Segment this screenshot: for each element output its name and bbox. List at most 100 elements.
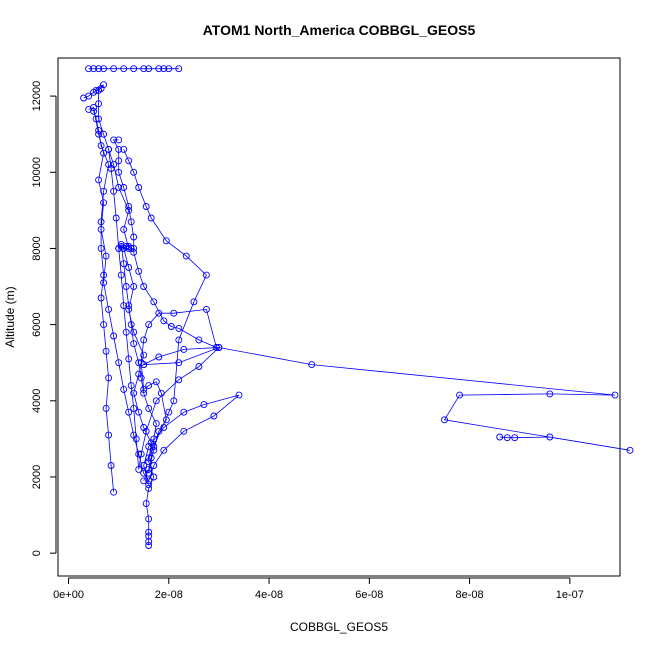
- data-point: [120, 385, 128, 393]
- data-point: [92, 115, 100, 123]
- data-point: [195, 336, 203, 344]
- data-point: [175, 359, 183, 367]
- series-line: [108, 149, 220, 470]
- data-point: [95, 176, 103, 184]
- data-point: [140, 462, 148, 469]
- series-0: [80, 81, 158, 549]
- data-point: [140, 351, 148, 359]
- data-point: [180, 345, 188, 353]
- data-point: [100, 81, 108, 89]
- data-point: [127, 321, 135, 329]
- data-point: [115, 145, 123, 153]
- series-line: [123, 149, 207, 459]
- data-point: [115, 244, 123, 252]
- data-point: [127, 382, 135, 390]
- data-point: [145, 321, 153, 329]
- x-tick-label: 1e-07: [556, 589, 584, 601]
- data-point: [125, 302, 133, 310]
- data-point: [140, 65, 148, 73]
- data-point: [202, 271, 210, 279]
- x-axis: 0e+00 2e-08 4e-08 6e-08 8e-08 1e-07: [53, 577, 584, 601]
- data-point: [145, 382, 153, 390]
- data-point: [125, 157, 133, 165]
- data-point: [235, 391, 243, 399]
- data-point: [120, 260, 128, 268]
- data-point: [105, 374, 113, 382]
- data-point: [142, 427, 150, 435]
- data-point: [110, 187, 118, 195]
- data-point: [150, 443, 158, 450]
- data-point: [107, 165, 115, 172]
- data-point: [100, 130, 108, 138]
- data-point: [155, 309, 163, 317]
- data-point: [125, 203, 133, 210]
- data-point: [145, 481, 153, 489]
- y-tick-label: 4000: [31, 389, 43, 413]
- data-point: [140, 361, 148, 369]
- data-point: [120, 225, 128, 233]
- data-point: [145, 404, 153, 412]
- y-tick-label: 10000: [31, 157, 43, 188]
- data-point: [125, 264, 133, 271]
- x-axis-label: COBBGL_GEOS5: [290, 620, 388, 634]
- data-point: [115, 168, 123, 176]
- data-point: [140, 477, 148, 485]
- data-point: [170, 309, 178, 317]
- data-point: [115, 184, 123, 191]
- y-tick-label: 8000: [31, 236, 43, 260]
- data-point: [110, 65, 118, 73]
- data-point: [100, 65, 108, 73]
- data-point: [135, 267, 143, 275]
- data-point: [135, 408, 143, 416]
- series-layer: [80, 65, 634, 549]
- data-point: [97, 244, 105, 252]
- data-point: [120, 302, 128, 310]
- data-point: [611, 391, 619, 399]
- series-1: [85, 65, 183, 73]
- data-point: [175, 336, 183, 344]
- y-axis-label: Altitude (m): [3, 286, 17, 347]
- data-point: [147, 454, 155, 462]
- data-point: [142, 203, 150, 210]
- series-3: [90, 107, 118, 496]
- data-point: [95, 65, 103, 73]
- data-point: [130, 244, 138, 252]
- data-point: [140, 283, 148, 290]
- data-point: [100, 199, 108, 207]
- data-point: [135, 184, 143, 191]
- series-8: [120, 145, 210, 462]
- x-tick-label: 0e+00: [53, 589, 84, 601]
- data-point: [210, 412, 218, 420]
- data-point: [145, 532, 153, 540]
- data-point: [117, 271, 125, 279]
- data-point: [165, 65, 173, 73]
- data-point: [95, 126, 103, 134]
- data-point: [145, 443, 153, 450]
- data-point: [102, 347, 110, 355]
- series-7: [140, 344, 634, 454]
- y-tick-label: 6000: [31, 312, 43, 336]
- x-tick-label: 6e-08: [355, 589, 383, 601]
- data-point: [115, 157, 123, 165]
- data-point: [145, 515, 153, 523]
- data-point: [100, 187, 108, 195]
- data-point: [308, 361, 316, 369]
- data-point: [215, 344, 223, 351]
- data-point: [145, 469, 153, 477]
- data-point: [145, 528, 153, 536]
- series-line: [143, 347, 631, 451]
- data-point: [122, 328, 130, 336]
- data-point: [122, 283, 130, 290]
- y-axis: 0 2000 4000 6000 8000 10000 12000: [31, 81, 57, 556]
- data-point: [127, 218, 135, 226]
- data-point: [97, 218, 105, 226]
- data-point: [130, 328, 138, 336]
- data-point: [105, 305, 113, 313]
- data-point: [120, 65, 128, 73]
- data-point: [120, 145, 128, 153]
- data-point: [110, 136, 118, 144]
- data-point: [152, 397, 160, 405]
- series-4: [110, 136, 220, 485]
- data-point: [190, 298, 198, 306]
- data-point: [160, 446, 168, 454]
